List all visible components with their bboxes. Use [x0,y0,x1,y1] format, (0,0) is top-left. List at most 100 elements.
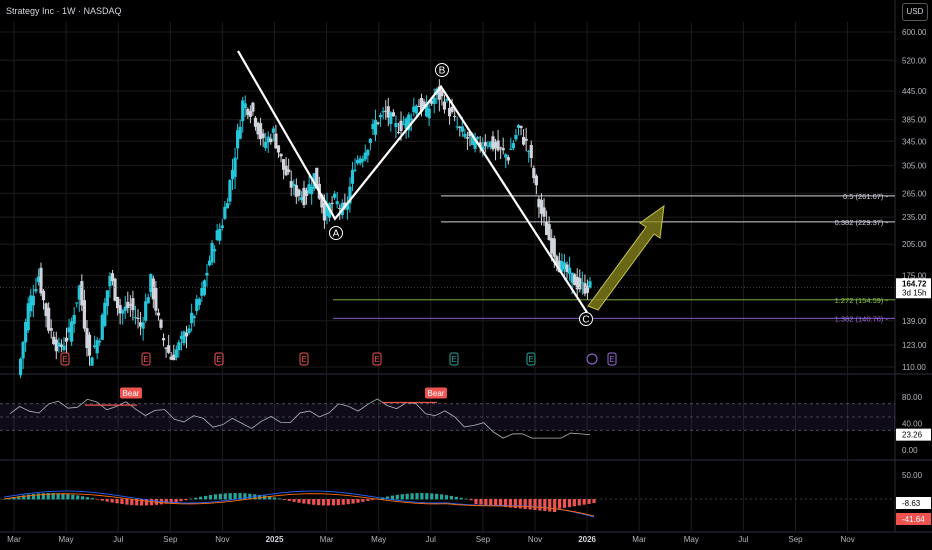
macd-histogram-bar [528,499,532,510]
macd-histogram-bar [130,499,134,506]
candle-body [172,354,176,361]
candle-body [310,186,314,195]
macd-histogram-bar [592,499,596,504]
candle-body [18,358,23,376]
candle-body [460,126,464,132]
macd-histogram-bar [538,499,542,511]
macd-histogram-bar [115,499,119,504]
earnings-marker [299,352,309,366]
candle-body [432,97,436,105]
candle-body [376,122,380,124]
time-tick-label: 2026 [578,535,596,544]
currency-button[interactable]: USD [902,3,928,21]
macd-histogram-bar [557,499,562,509]
candle-body [205,272,209,276]
macd-histogram-bar [484,499,488,505]
macd-histogram-bar [321,499,326,506]
candle-body [514,134,518,140]
macd-histogram-bar [81,496,85,500]
macd-histogram-bar [302,499,306,504]
candle-body [468,131,472,137]
macd-histogram-bar [567,499,572,508]
macd-histogram-bar [51,493,55,500]
candle-body [430,100,434,104]
macd-histogram-bar [444,495,449,500]
candle-body [315,167,319,189]
candle-body [307,184,311,194]
dividend-marker [586,353,598,365]
time-tick-label: Jul [738,535,748,544]
macd-histogram-bar [287,499,291,501]
candle-body [52,336,56,345]
fib-level-label: 0.5 (261.67) - [843,192,889,201]
candle-body [271,128,275,133]
candle-body [113,278,117,301]
fib-retracement[interactable]: 0.5 (261.67) - 0.382 (229.37) - 1.272 (154… [333,192,895,323]
time-tick-label: May [684,535,699,544]
candle-body [118,305,122,314]
earnings-marker-label: E [609,355,614,364]
candle-body [90,357,94,366]
candle-body [478,142,482,147]
time-tick-label: May [59,535,74,544]
macd-histogram-bar [46,493,50,500]
earnings-marker-label: E [451,355,456,364]
abc-wave-drawing[interactable]: A B C [237,50,593,326]
macd-histogram-bar [508,499,513,508]
rsi-tag-box [425,387,447,399]
candle-body [552,238,556,257]
macd-histogram-bar [356,499,360,503]
candle-body [248,111,252,117]
bullish-arrow[interactable] [587,204,665,311]
macd-histogram-bar [405,493,409,500]
macd-histogram-bar [110,499,114,503]
macd-histogram-bar [489,499,493,506]
macd-histogram-bar [395,494,399,500]
macd-histogram-bar [454,496,458,500]
candle-body [491,136,495,150]
candle-body [115,297,120,309]
macd-histogram-bar [31,493,36,500]
current-price-label: 164.72 [902,279,927,288]
macd-histogram-bar [90,498,95,500]
candle-body [476,137,480,139]
candle-body [583,283,587,294]
earnings-marker [60,352,70,366]
macd-histogram-bar [498,499,503,507]
candle-body [371,123,375,130]
wave-label-circle [329,226,343,240]
macd-histogram-bar [184,499,188,501]
candle-body [506,156,510,161]
macd-histogram-bar [17,496,21,500]
macd-histogram-bar [135,499,139,506]
wave-label-circle [435,63,449,77]
grid [0,0,932,533]
candle-body [384,110,388,112]
candle-body [532,168,536,179]
macd-histogram-bar [213,494,218,500]
candle-body [453,116,457,118]
candle-body [243,103,247,109]
candle-body [110,273,115,282]
time-tick-label: Jul [426,535,436,544]
macd-histogram-bar [61,493,65,500]
macd-histogram-bar [292,499,296,502]
candle-body [394,122,398,128]
macd-histogram-bar [410,493,414,500]
price-tick-label: 445.00 [902,87,927,96]
time-tick-label: May [371,535,386,544]
projection-arrow[interactable] [587,204,665,311]
candle-body [167,345,171,353]
rsi-bear-tag: Bear [428,389,445,398]
macd-histogram-bar [553,499,557,512]
macd-histogram-bar [233,493,237,500]
candle-body [499,147,503,149]
candle-body [412,106,416,113]
symbol-title[interactable]: Strategy Inc · 1W · NASDAQ [6,6,122,16]
macd-histogram-bar [464,498,468,500]
macd-histogram-bar [420,493,424,500]
earnings-marker [449,352,459,366]
candle-body [182,331,186,344]
macd-tick-label: 50.00 [902,471,923,480]
